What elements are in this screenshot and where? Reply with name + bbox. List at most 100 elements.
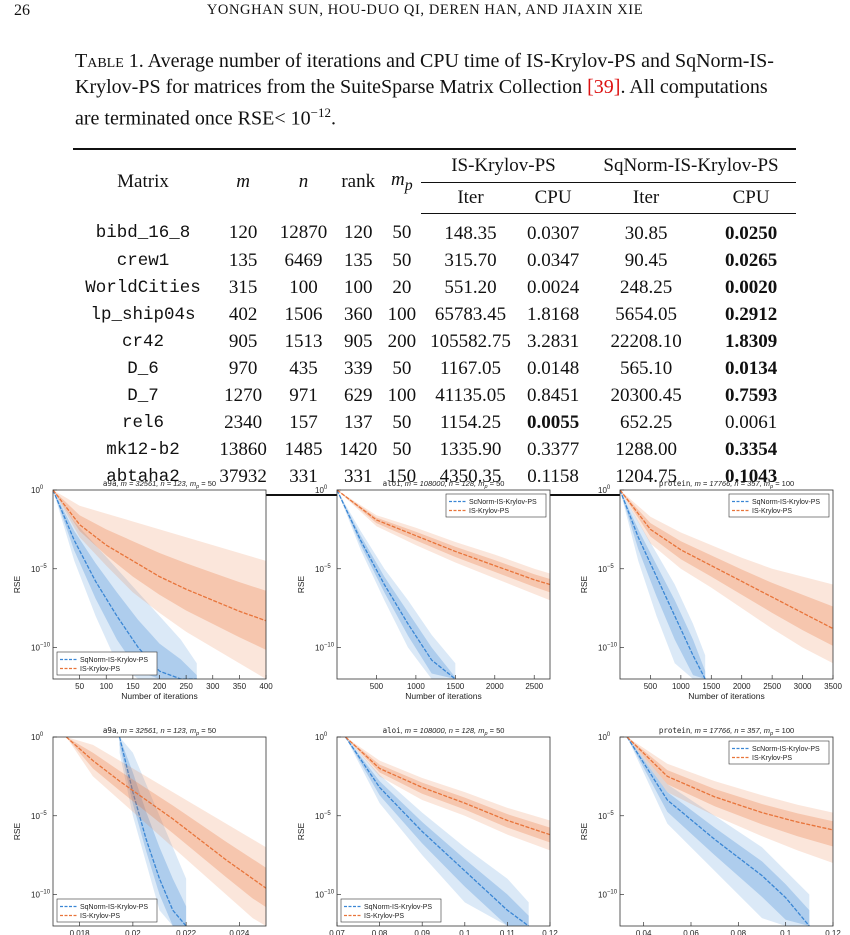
y-tick-exponent: 0 (324, 485, 328, 491)
chart-title-params: , m = 17766, n = 357, m (690, 479, 770, 488)
y-tick-label: 10−5 (315, 564, 331, 574)
y-tick-exponent: 0 (40, 732, 44, 738)
plot-background (620, 737, 833, 926)
cell-mp: 50 (392, 411, 412, 433)
page-number: 26 (14, 2, 30, 19)
chart-title-code: protein (659, 726, 691, 735)
convergence-figure: 100 10−5 10−10 50 100 150 200 250 300 350 400 Numbe… (12, 479, 842, 935)
chart-title: a9a, m = 32561, n = 123, mp = 50 (103, 726, 216, 737)
y-tick-exponent: 0 (607, 732, 611, 738)
x-tick-label: 0.1 (459, 929, 471, 935)
y-tick-label: 10−5 (31, 564, 47, 574)
chart-title-code: aloi (383, 726, 401, 735)
cell-it1: 105582.75 (430, 330, 511, 352)
y-tick-label: 100 (31, 732, 44, 742)
x-tick-label: 150 (126, 682, 140, 691)
cell-rank: 360 (343, 303, 373, 325)
chart-title-sub: p (195, 484, 199, 490)
header-m-text: m (236, 170, 251, 192)
table-caption: Table 1. Average number of iterations an… (75, 48, 775, 132)
running-head: YONGHAN SUN, HOU-DUO QI, DEREN HAN, AND … (206, 2, 644, 18)
legend-box (340, 898, 442, 923)
x-tick-label: 0.12 (542, 929, 558, 935)
chart-title-sub: p (483, 484, 487, 490)
cell-it2: 652.25 (619, 411, 673, 433)
series-line (337, 490, 456, 679)
inner-band (620, 490, 706, 679)
y-tick-label: 10−10 (598, 890, 618, 900)
x-tick-label: 0.12 (825, 929, 841, 935)
y-axis-label: RSE (296, 575, 306, 593)
legend-label: SqNorm-IS-Krylov-PS (752, 499, 820, 506)
header-iter-1: Iter (420, 182, 521, 214)
cell-m: 905 (228, 330, 258, 352)
cell-cpu2: 0.0250 (724, 222, 778, 244)
y-tick-label: 10−10 (598, 643, 618, 653)
header-group-sqnorm: SqNorm-IS-Krylov-PS (586, 148, 796, 183)
chart-panel: 100 10−5 10−10 50 100 150 200 250 300 350 400 Numbe… (12, 479, 273, 701)
series-line (620, 490, 833, 630)
confidence-band (345, 737, 529, 926)
cell-it2: 248.25 (619, 276, 673, 298)
plot-frame (52, 736, 267, 927)
legend-label: IS-Krylov-PS (80, 666, 120, 673)
header-group-is-krylov: IS-Krylov-PS (420, 148, 587, 183)
cell-m: 135 (228, 249, 258, 271)
chart-title-end: = 50 (488, 726, 505, 735)
inner-band (627, 737, 833, 847)
cell-mp: 50 (392, 222, 412, 244)
cell-it2: 1288.00 (615, 438, 677, 460)
confidence-band (620, 490, 833, 664)
table-body: bibd_16_8 120 12870 120 50 148.35 0.0307 30.85 0… (73, 214, 796, 496)
cell-matrix: mk12-b2 (106, 439, 180, 460)
cell-mp: 50 (392, 249, 412, 271)
cell-cpu1: 0.0148 (526, 357, 580, 379)
header-cpu-2: CPU (706, 182, 796, 214)
inner-band (53, 490, 266, 650)
cell-mp: 50 (392, 438, 412, 460)
x-tick-label: 0.018 (70, 929, 91, 935)
chart-title-params: , m = 32561, n = 123, m (116, 726, 196, 735)
cell-cpu2: 0.3354 (724, 438, 778, 460)
cell-cpu1: 0.0347 (526, 249, 580, 271)
legend-label: IS-Krylov-PS (752, 508, 792, 515)
cell-cpu2: 0.2912 (724, 303, 778, 325)
table-row: D_7 1270 971 629 100 41135.05 0.8451 20300.45 0.… (73, 382, 796, 409)
header-rank: rank (333, 148, 383, 214)
series-line (626, 737, 833, 831)
cell-rank: 100 (343, 276, 373, 298)
confidence-band (627, 737, 810, 926)
cell-cpu2: 0.0061 (724, 411, 778, 433)
y-tick-exponent: −10 (324, 643, 335, 649)
inner-band (345, 737, 529, 926)
chart-legend: ScNorm-IS-Krylov-PS IS-Krylov-PS (728, 740, 830, 765)
legend-box (56, 898, 158, 923)
confidence-band (337, 490, 456, 679)
cell-rank: 629 (343, 384, 373, 406)
citation-link[interactable]: [39] (587, 76, 621, 98)
chart-title-sub: p (195, 731, 199, 737)
cell-n: 1506 (284, 303, 323, 325)
plot-frame (619, 736, 834, 927)
table-row: bibd_16_8 120 12870 120 50 148.35 0.0307 30.85 0… (73, 214, 796, 248)
series-line (337, 490, 550, 586)
cell-it1: 1154.25 (439, 411, 502, 433)
chart-title: protein, m = 17766, n = 357, mp = 100 (659, 726, 794, 737)
y-axis-label: RSE (579, 575, 589, 593)
x-tick-label: 0.08 (731, 929, 747, 935)
x-tick-label: 0.07 (329, 929, 345, 935)
y-tick-exponent: −5 (40, 811, 48, 817)
confidence-band (345, 737, 550, 851)
y-tick-label: 100 (315, 485, 328, 495)
legend-label: IS-Krylov-PS (752, 755, 792, 762)
cell-n: 6469 (284, 249, 323, 271)
cell-cpu1: 0.0055 (526, 411, 580, 433)
series-line (65, 737, 266, 889)
chart-legend: SqNorm-IS-Krylov-PS IS-Krylov-PS (56, 651, 158, 676)
x-axis-label: Number of iterations (405, 691, 482, 701)
inner-band (620, 490, 833, 646)
cell-mp: 100 (387, 303, 417, 325)
confidence-band (66, 737, 266, 926)
